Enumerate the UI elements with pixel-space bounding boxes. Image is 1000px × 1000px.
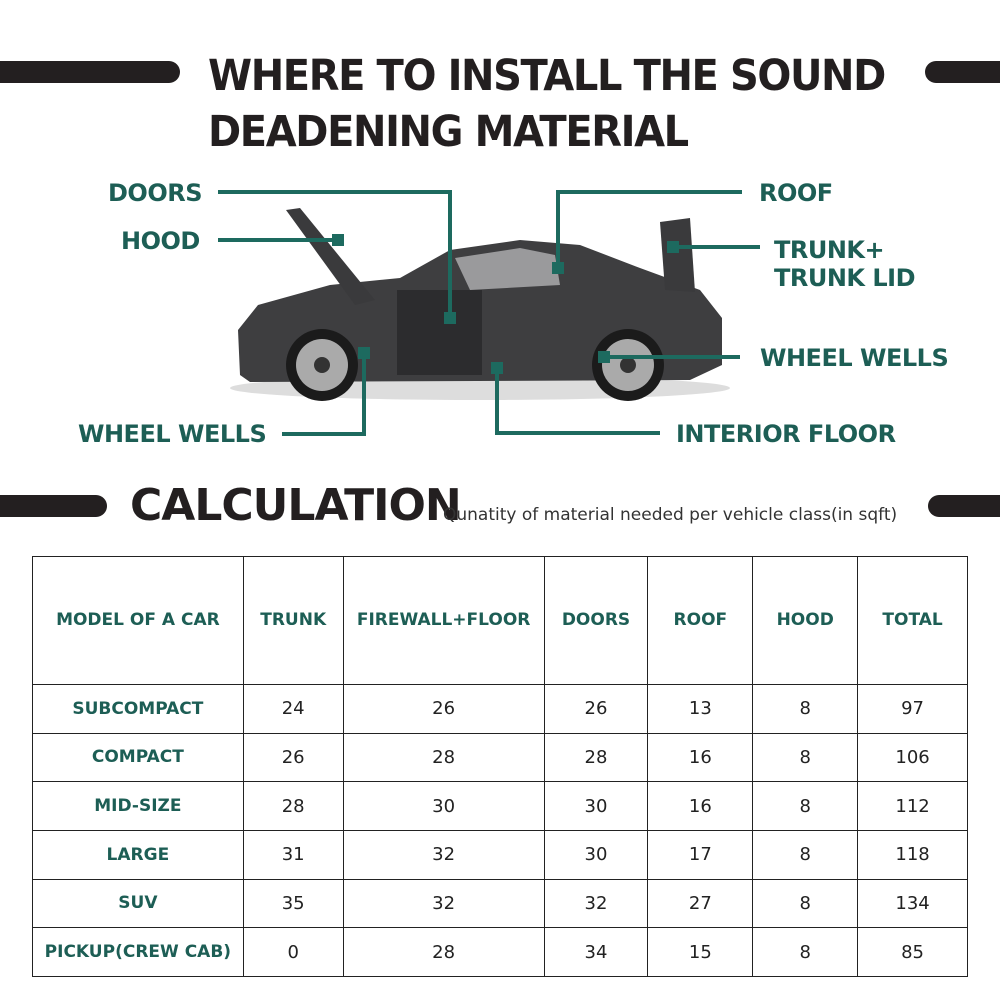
- cell-total: 106: [857, 732, 968, 783]
- cell-firewall-floor: 28: [342, 732, 545, 783]
- cell-model: MID-SIZE: [32, 781, 244, 831]
- cell-total: 134: [857, 878, 968, 929]
- header-total: TOTAL: [857, 556, 968, 685]
- cell-roof: 16: [647, 732, 754, 783]
- cell-model: SUV: [32, 878, 244, 929]
- label-wheel-wells-left: WHEEL WELLS: [78, 420, 267, 448]
- leader-markers: [332, 234, 679, 374]
- header-hood: HOOD: [752, 556, 859, 685]
- cell-model: LARGE: [32, 829, 244, 880]
- cell-hood: 8: [752, 878, 859, 929]
- cell-model: SUBCOMPACT: [32, 683, 244, 734]
- header-roof: ROOF: [647, 556, 754, 685]
- cell-hood: 8: [752, 927, 859, 977]
- cell-total: 118: [857, 829, 968, 880]
- cell-trunk: 0: [242, 927, 344, 977]
- car-hood-open: [286, 208, 375, 305]
- cell-doors: 26: [543, 683, 649, 734]
- page-title: WHERE TO INSTALL THE SOUND DEADENING MATE…: [208, 51, 886, 157]
- table-header-row: MODEL OF A CAR TRUNK FIREWALL+FLOOR DOOR…: [32, 556, 968, 685]
- table-row: SUV 35 32 32 27 8 134: [32, 878, 968, 929]
- interior-floor-leader: [495, 368, 660, 435]
- cell-hood: 8: [752, 683, 859, 734]
- decor-bar-left-bottom: [0, 495, 107, 517]
- table-row: LARGE 31 32 30 17 8 118: [32, 829, 968, 880]
- leader-lines: [218, 190, 760, 436]
- front-wheel: [286, 329, 358, 401]
- table-row: SUBCOMPACT 24 26 26 13 8 97: [32, 683, 968, 734]
- table-row: COMPACT 26 28 28 16 8 106: [32, 732, 968, 783]
- label-wheel-wells-right: WHEEL WELLS: [760, 344, 949, 372]
- header-firewall-floor: FIREWALL+FLOOR: [342, 556, 545, 685]
- wheel-wells-left-leader: [282, 353, 366, 436]
- cell-roof: 27: [647, 878, 754, 929]
- cell-trunk: 24: [242, 683, 344, 734]
- cell-total: 85: [857, 927, 968, 977]
- table-row: PICKUP(CREW CAB) 0 28 34 15 8 85: [32, 927, 968, 977]
- label-hood: HOOD: [121, 227, 200, 255]
- rear-wheel: [592, 329, 664, 401]
- cell-total: 97: [857, 683, 968, 734]
- cell-hood: 8: [752, 732, 859, 783]
- calculation-subtitle: Qunatity of material needed per vehicle …: [443, 505, 898, 525]
- decor-bar-right-top: [925, 61, 1000, 83]
- cell-doors: 30: [543, 829, 649, 880]
- header-doors: DOORS: [543, 556, 649, 685]
- decor-bar-right-bottom: [928, 495, 1000, 517]
- cell-model: COMPACT: [32, 732, 244, 783]
- cell-firewall-floor: 30: [342, 781, 545, 831]
- cell-firewall-floor: 28: [342, 927, 545, 977]
- header-trunk: TRUNK: [242, 556, 344, 685]
- table-row: MID-SIZE 28 30 30 16 8 112: [32, 781, 968, 831]
- calculation-heading: CALCULATION: [130, 480, 462, 531]
- cell-doors: 28: [543, 732, 649, 783]
- cell-trunk: 26: [242, 732, 344, 783]
- cell-roof: 13: [647, 683, 754, 734]
- cell-model: PICKUP(CREW CAB): [32, 927, 244, 977]
- car-window: [455, 248, 560, 290]
- cell-firewall-floor: 32: [342, 829, 545, 880]
- cell-firewall-floor: 32: [342, 878, 545, 929]
- cell-doors: 32: [543, 878, 649, 929]
- cell-roof: 17: [647, 829, 754, 880]
- cell-trunk: 35: [242, 878, 344, 929]
- material-table: MODEL OF A CAR TRUNK FIREWALL+FLOOR DOOR…: [32, 556, 968, 977]
- cell-doors: 34: [543, 927, 649, 977]
- cell-doors: 30: [543, 781, 649, 831]
- car-door-open: [397, 290, 482, 375]
- cell-firewall-floor: 26: [342, 683, 545, 734]
- label-roof: ROOF: [759, 179, 833, 207]
- cell-roof: 16: [647, 781, 754, 831]
- label-trunk: TRUNK+ TRUNK LID: [774, 236, 916, 292]
- cell-roof: 15: [647, 927, 754, 977]
- decor-bar-left-top: [0, 61, 180, 83]
- car-trunk-open: [660, 218, 695, 292]
- cell-trunk: 28: [242, 781, 344, 831]
- label-interior-floor: INTERIOR FLOOR: [676, 420, 896, 448]
- cell-hood: 8: [752, 829, 859, 880]
- cell-hood: 8: [752, 781, 859, 831]
- roof-leader: [556, 190, 742, 268]
- header-model: MODEL OF A CAR: [32, 556, 244, 685]
- doors-leader: [218, 190, 452, 318]
- cell-trunk: 31: [242, 829, 344, 880]
- label-doors: DOORS: [108, 179, 203, 207]
- cell-total: 112: [857, 781, 968, 831]
- car-diagram: [218, 190, 760, 436]
